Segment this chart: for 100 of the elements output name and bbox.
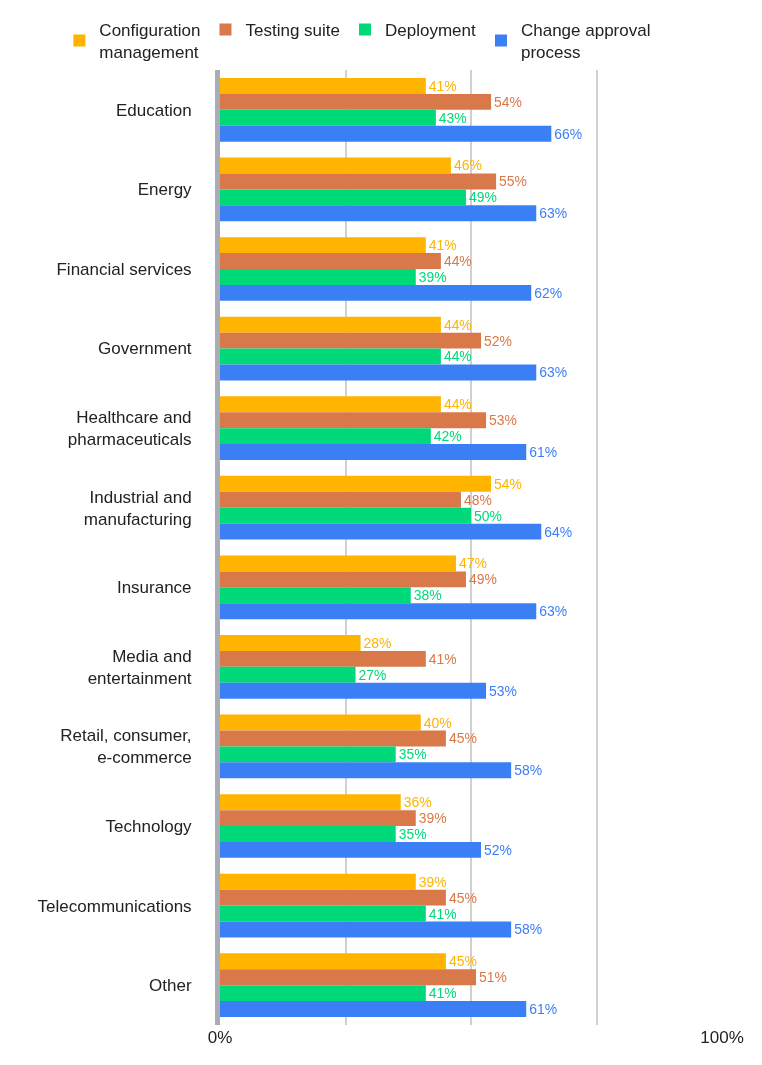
bar [220, 905, 426, 922]
data-label: 41% [428, 77, 457, 94]
data-label: 55% [499, 173, 527, 190]
bar [220, 125, 552, 142]
bar [220, 316, 441, 333]
bar [220, 730, 446, 747]
bar [220, 157, 451, 174]
y-tick-label: Telecommunications [37, 896, 192, 916]
bar [220, 523, 542, 540]
y-tick-label: Retail, consumer, e-commerce [60, 726, 192, 768]
data-label: 54% [494, 475, 522, 492]
bar [220, 666, 356, 683]
data-label: 52% [484, 332, 512, 349]
data-label: 41% [428, 985, 457, 1002]
data-label: 42% [433, 428, 462, 445]
bar [220, 348, 441, 365]
data-label: 44% [443, 396, 472, 413]
data-label: 44% [443, 252, 472, 269]
data-label: 45% [448, 889, 477, 906]
legend-label: Change approval process [520, 21, 651, 63]
bar [220, 746, 396, 763]
data-label: 41% [428, 237, 457, 254]
data-label: 46% [453, 157, 482, 174]
bar [220, 1001, 527, 1018]
legend-label: Configuration management [99, 21, 201, 63]
bar [220, 555, 456, 572]
data-label: 35% [398, 746, 427, 763]
bar [220, 237, 426, 254]
y-tick-label: Education [115, 100, 192, 120]
data-label: 66% [554, 125, 583, 142]
data-label: 54% [494, 93, 522, 110]
x-tick-label: 0% [207, 1028, 233, 1047]
data-label: 62% [534, 284, 563, 301]
data-label: 53% [489, 682, 517, 699]
bar [220, 77, 426, 94]
data-label: 36% [403, 794, 432, 811]
bar [220, 841, 482, 858]
bar [220, 587, 411, 604]
bar [220, 364, 537, 381]
data-label: 39% [418, 268, 447, 285]
data-label: 45% [448, 730, 477, 747]
bar [220, 491, 461, 508]
bar [220, 109, 436, 126]
bar [220, 826, 396, 842]
bar [220, 396, 441, 413]
y-tick-label: Government [98, 339, 192, 359]
data-label: 61% [529, 443, 558, 460]
bar [220, 428, 431, 445]
bar [220, 873, 416, 890]
bar [220, 953, 446, 970]
bar [220, 762, 512, 779]
data-label: 63% [539, 205, 568, 222]
data-label: 50% [474, 507, 502, 524]
bar [220, 921, 512, 938]
bar [220, 444, 527, 460]
data-label: 52% [484, 841, 512, 858]
bar [220, 173, 497, 190]
data-label: 58% [514, 762, 543, 779]
data-label: 39% [418, 873, 447, 890]
data-label: 63% [539, 603, 568, 620]
bar [220, 189, 466, 206]
data-label: 27% [358, 666, 387, 683]
data-label: 63% [539, 364, 568, 381]
bar [220, 810, 416, 827]
data-label: 35% [398, 825, 427, 842]
x-tick-label: 100% [700, 1028, 744, 1047]
y-tick-label: Healthcare and pharmaceuticals [67, 408, 192, 450]
bar [220, 969, 477, 986]
bar [220, 571, 466, 588]
data-label: 38% [413, 587, 442, 604]
data-label: 49% [468, 189, 497, 206]
data-label: 40% [423, 714, 452, 731]
bar [220, 412, 487, 429]
y-tick-label: Industrial and manufacturing [83, 487, 192, 529]
data-label: 28% [363, 634, 392, 651]
bar [220, 205, 537, 222]
data-label: 58% [514, 921, 543, 938]
bar [220, 332, 482, 349]
bar [220, 268, 416, 285]
data-label: 48% [463, 491, 492, 508]
data-label: 43% [438, 109, 467, 126]
data-label: 44% [443, 348, 472, 365]
bar [220, 985, 426, 1002]
bar [220, 682, 487, 699]
bar [220, 284, 532, 301]
data-label: 53% [489, 412, 517, 429]
y-tick-label: Energy [137, 180, 193, 200]
data-label: 49% [468, 571, 497, 588]
data-label: 41% [428, 905, 457, 922]
bar [220, 253, 441, 269]
legend-label: Testing suite [245, 21, 340, 41]
data-label: 41% [428, 650, 457, 667]
bar [220, 475, 492, 492]
data-label: 61% [529, 1001, 558, 1018]
bar [220, 650, 426, 667]
bar [220, 603, 537, 620]
y-tick-label: Technology [105, 816, 193, 836]
bar [220, 714, 421, 731]
y-tick-label: Other [149, 976, 192, 996]
legend-label: Deployment [384, 21, 476, 41]
